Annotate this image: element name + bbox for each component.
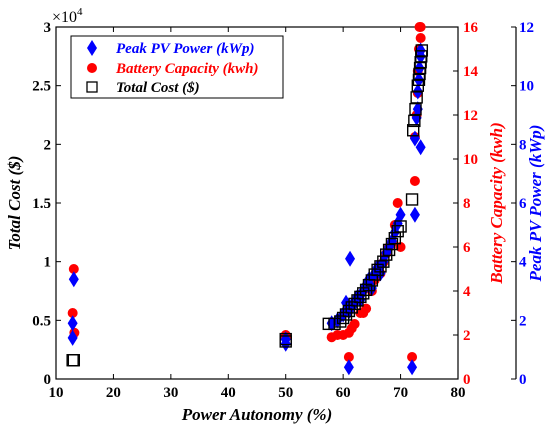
pv-point	[68, 271, 79, 288]
pv-y-axis: 0 2 4 6 8 10 12	[511, 20, 534, 388]
pv-tick-label: 2	[519, 313, 527, 329]
x-tick-label: 70	[393, 385, 408, 401]
pv-axis-label: Peak PV Power (kWp)	[526, 125, 545, 283]
legend-circle-icon	[87, 63, 97, 73]
cost-point	[415, 44, 429, 57]
legend-cost: Total Cost ($)	[116, 80, 200, 96]
pv-tick-label: 12	[519, 20, 534, 36]
battery-tick-label: 8	[463, 196, 471, 212]
cost-point	[405, 193, 419, 206]
x-tick-label: 50	[278, 385, 293, 401]
y-tick-label: 1.5	[32, 196, 51, 212]
legend: Peak PV Power (kWp) Battery Capacity (kw…	[70, 35, 284, 99]
pv-tick-label: 4	[519, 255, 527, 271]
battery-point	[67, 308, 78, 318]
battery-tick-label: 16	[463, 20, 479, 36]
pv-point	[412, 101, 423, 118]
x-tick-label: 80	[451, 385, 466, 401]
x-tick-label: 60	[336, 385, 351, 401]
battery-point	[392, 198, 403, 208]
y-tick-label: 1	[44, 255, 52, 271]
battery-axis-label: Battery Capacity (kwh)	[487, 122, 506, 284]
battery-point	[409, 176, 420, 186]
battery-tick-label: 2	[463, 328, 471, 344]
y-tick-label: 0	[44, 372, 52, 388]
pv-point	[409, 206, 420, 223]
pv-point	[67, 329, 78, 346]
cost-point	[409, 102, 422, 116]
battery-tick-label: 10	[463, 152, 478, 168]
pv-tick-label: 8	[519, 137, 527, 153]
x-tick-label: 20	[106, 385, 121, 401]
x-axis: 10 20 30 40 50 60 70 80	[49, 27, 466, 401]
cost-point	[408, 114, 421, 128]
x-tick-label: 30	[163, 385, 178, 401]
y-multiplier: ×104	[52, 6, 83, 26]
battery-point	[349, 319, 360, 329]
pv-point	[395, 206, 406, 223]
pv-point	[409, 130, 420, 147]
legend-pv: Peak PV Power (kWp)	[116, 41, 254, 57]
cost-point	[377, 255, 390, 268]
left-y-axis: 0 0.5 1 1.5 2 2.5 3	[32, 20, 61, 388]
y-tick-label: 3	[44, 20, 52, 36]
pv-point	[415, 139, 426, 156]
y-tick-label: 2	[44, 137, 52, 153]
pv-point	[407, 359, 418, 376]
pv-tick-label: 6	[519, 196, 527, 212]
x-tick-label: 40	[221, 385, 236, 401]
x-axis-label: Power Autonomy (%)	[181, 405, 332, 424]
pv-point	[343, 359, 354, 376]
cost-point	[394, 220, 407, 233]
y-tick-label: 2.5	[32, 79, 51, 95]
cost-point	[67, 354, 81, 367]
cost-point	[374, 260, 387, 273]
legend-square-icon	[86, 81, 98, 93]
x-tick-label: 10	[49, 385, 64, 401]
pv-point	[345, 250, 356, 267]
battery-tick-label: 4	[463, 284, 471, 300]
battery-point	[407, 352, 418, 362]
legend-box	[70, 35, 284, 99]
battery-point	[415, 33, 426, 43]
battery-point	[415, 22, 426, 32]
battery-point	[68, 264, 79, 274]
battery-tick-label: 12	[463, 108, 478, 124]
battery-tick-label: 6	[463, 240, 471, 256]
battery-point	[343, 352, 354, 362]
cost-point	[410, 91, 423, 104]
left-y-axis-label: Total Cost ($)	[5, 156, 24, 251]
legend-diamond-icon	[87, 40, 97, 56]
pv-tick-label: 10	[519, 79, 534, 95]
battery-tick-label: 0	[463, 372, 471, 388]
cost-point	[391, 224, 404, 238]
battery-y-axis: 0 2 4 6 8 10 12 14 16	[453, 20, 479, 388]
battery-tick-label: 14	[463, 64, 479, 80]
data-marks	[66, 22, 429, 376]
y-tick-label: 0.5	[32, 313, 51, 329]
cost-point	[407, 124, 420, 137]
cost-point	[279, 332, 292, 346]
legend-battery: Battery Capacity (kwh)	[115, 61, 259, 77]
cost-point	[388, 231, 402, 245]
pv-point	[67, 315, 78, 332]
pv-tick-label: 0	[519, 372, 527, 388]
